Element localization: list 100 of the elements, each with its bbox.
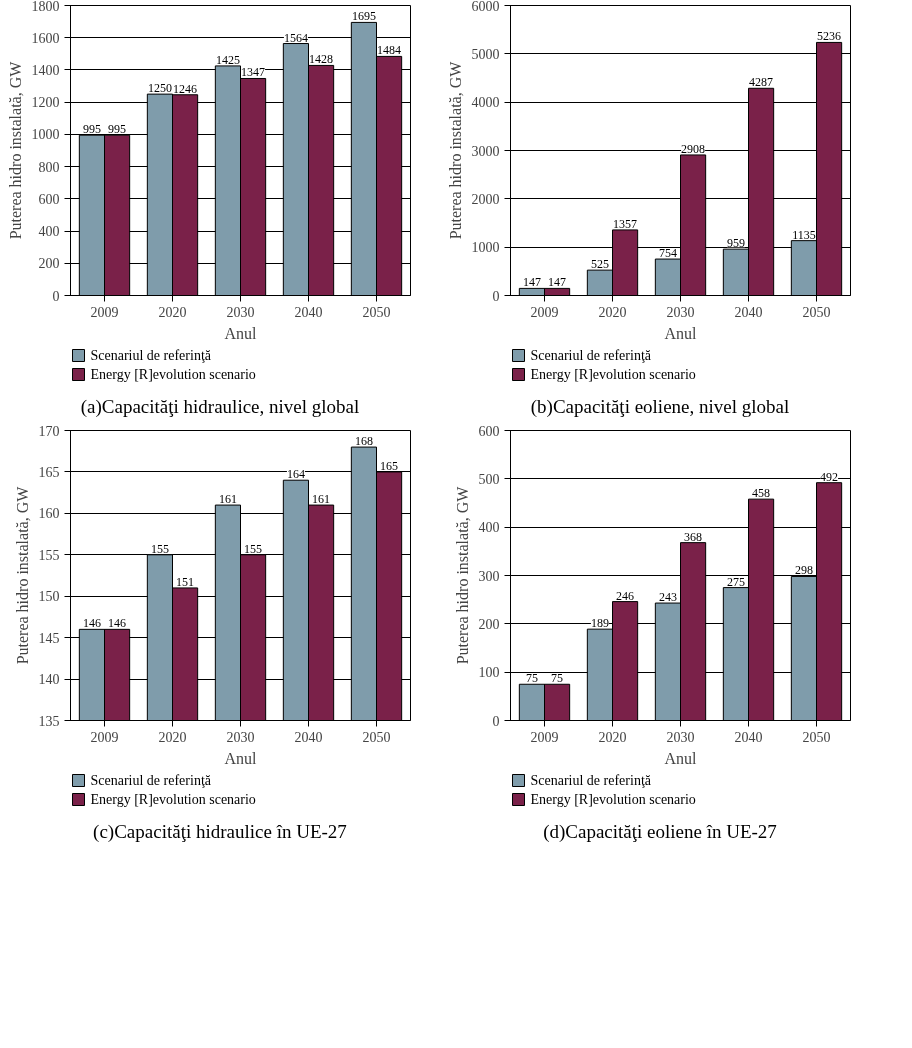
y-tick-label: 140 <box>38 672 60 688</box>
y-tick-label: 135 <box>38 713 60 729</box>
x-tick-label: 2020 <box>158 729 187 745</box>
x-tick-label: 2030 <box>226 304 255 320</box>
data-label: 298 <box>794 563 813 578</box>
y-tick-label: 500 <box>478 471 500 487</box>
y-axis-title: Puterea hidro instalată, GW <box>446 60 464 240</box>
x-tick-label: 2040 <box>294 729 323 745</box>
data-label: 368 <box>684 529 703 544</box>
y-tick-label: 600 <box>38 191 60 207</box>
text: (d)Capacităţi eoliene în UE-27 <box>543 820 777 845</box>
x-axis-title: Anul <box>224 749 258 767</box>
data-label: 147 <box>548 275 567 290</box>
data-label: 4287 <box>749 75 774 90</box>
y-tick-label: 1000 <box>31 127 60 143</box>
y-tick-label: 2000 <box>471 191 500 207</box>
data-label: 165 <box>380 459 399 474</box>
data-label: 155 <box>244 541 263 556</box>
x-tick-label: 2030 <box>666 304 695 320</box>
data-label: 1246 <box>173 81 198 96</box>
y-tick-label: 0 <box>492 288 500 304</box>
data-label: 1357 <box>613 216 638 231</box>
y-tick-label: 1800 <box>31 0 60 14</box>
y-tick-label: 1600 <box>31 30 60 46</box>
y-tick-label: 200 <box>38 256 60 272</box>
x-axis-title: Anul <box>664 324 698 342</box>
data-label: 959 <box>726 236 745 251</box>
y-tick-label: 200 <box>478 616 500 632</box>
y-tick-label: 300 <box>478 568 500 584</box>
text: (a)Capacităţi hidraulice, nivel global <box>80 395 360 419</box>
y-axis-title: Puterea hidro instalată, GW <box>453 485 471 665</box>
data-label: 1425 <box>215 52 240 67</box>
y-tick-label: 1400 <box>31 62 60 78</box>
data-label: 1428 <box>309 52 334 67</box>
data-label: 151 <box>176 575 195 590</box>
y-axis-title: Puterea hidro instalată, GW <box>13 485 31 665</box>
data-label: 164 <box>286 467 305 482</box>
data-label: 2908 <box>681 141 706 156</box>
y-tick-label: 400 <box>38 224 60 240</box>
data-label: 146 <box>82 616 101 631</box>
y-tick-label: 6000 <box>471 0 500 14</box>
data-label: 168 <box>354 434 373 449</box>
x-axis-title: Anul <box>224 324 258 342</box>
legend-label: Scenariul de referinţă <box>530 348 652 363</box>
data-label: 1564 <box>283 30 308 45</box>
data-label: 1484 <box>377 43 402 58</box>
legend-label: Energy [R]evolution scenario <box>90 792 256 808</box>
y-tick-label: 100 <box>478 665 500 681</box>
data-label: 458 <box>752 486 771 501</box>
data-label: 525 <box>590 257 609 272</box>
y-tick-label: 150 <box>38 589 60 605</box>
data-label: 1135 <box>792 227 816 242</box>
text: (c)Capacităţi hidraulice în UE-27 <box>93 820 347 845</box>
data-label: 147 <box>522 275 541 290</box>
data-label: 155 <box>150 541 169 556</box>
y-tick-label: 400 <box>478 520 500 536</box>
x-tick-label: 2050 <box>802 729 831 745</box>
y-tick-label: 155 <box>38 547 60 563</box>
legend-label: Scenariul de referinţă <box>90 773 212 789</box>
x-tick-label: 2020 <box>598 729 627 745</box>
x-tick-label: 2050 <box>802 304 831 320</box>
x-tick-label: 2020 <box>158 304 187 320</box>
y-axis-title: Puterea hidro instalată, GW <box>6 60 24 240</box>
data-label: 161 <box>312 492 331 507</box>
y-tick-label: 170 <box>38 423 60 439</box>
legend-label: Energy [R]evolution scenario <box>90 367 256 382</box>
x-tick-label: 2040 <box>294 304 323 320</box>
data-label: 243 <box>658 590 677 605</box>
data-label: 246 <box>616 588 635 603</box>
x-tick-label: 2040 <box>734 729 763 745</box>
y-tick-label: 3000 <box>471 143 500 159</box>
y-tick-label: 1200 <box>31 95 60 111</box>
data-label: 1695 <box>351 9 376 24</box>
legend-label: Scenariul de referinţă <box>90 348 212 363</box>
y-tick-label: 1000 <box>471 240 500 256</box>
y-tick-label: 5000 <box>471 46 500 62</box>
x-axis-title: Anul <box>664 749 698 767</box>
data-label: 75 <box>525 671 538 686</box>
x-tick-label: 2050 <box>362 729 391 745</box>
x-tick-label: 2020 <box>598 304 627 320</box>
data-label: 75 <box>551 671 564 686</box>
x-tick-label: 2040 <box>734 304 763 320</box>
data-label: 275 <box>726 574 745 589</box>
x-tick-label: 2050 <box>362 304 391 320</box>
x-tick-label: 2030 <box>226 729 255 745</box>
y-tick-label: 4000 <box>471 95 500 111</box>
data-label: 492 <box>820 469 839 484</box>
data-label: 5236 <box>817 29 842 44</box>
y-tick-label: 600 <box>478 423 500 439</box>
x-tick-label: 2009 <box>90 729 119 745</box>
text: (b)Capacităţi eoliene, nivel global <box>530 395 790 419</box>
y-tick-label: 800 <box>38 159 60 175</box>
y-tick-label: 0 <box>52 288 60 304</box>
legend-label: Energy [R]evolution scenario <box>530 792 696 808</box>
data-label: 161 <box>218 492 237 507</box>
y-tick-label: 145 <box>38 630 60 646</box>
legend-label: Scenariul de referinţă <box>530 773 652 789</box>
data-label: 189 <box>590 616 609 631</box>
x-tick-label: 2009 <box>90 304 119 320</box>
x-tick-label: 2009 <box>530 729 559 745</box>
